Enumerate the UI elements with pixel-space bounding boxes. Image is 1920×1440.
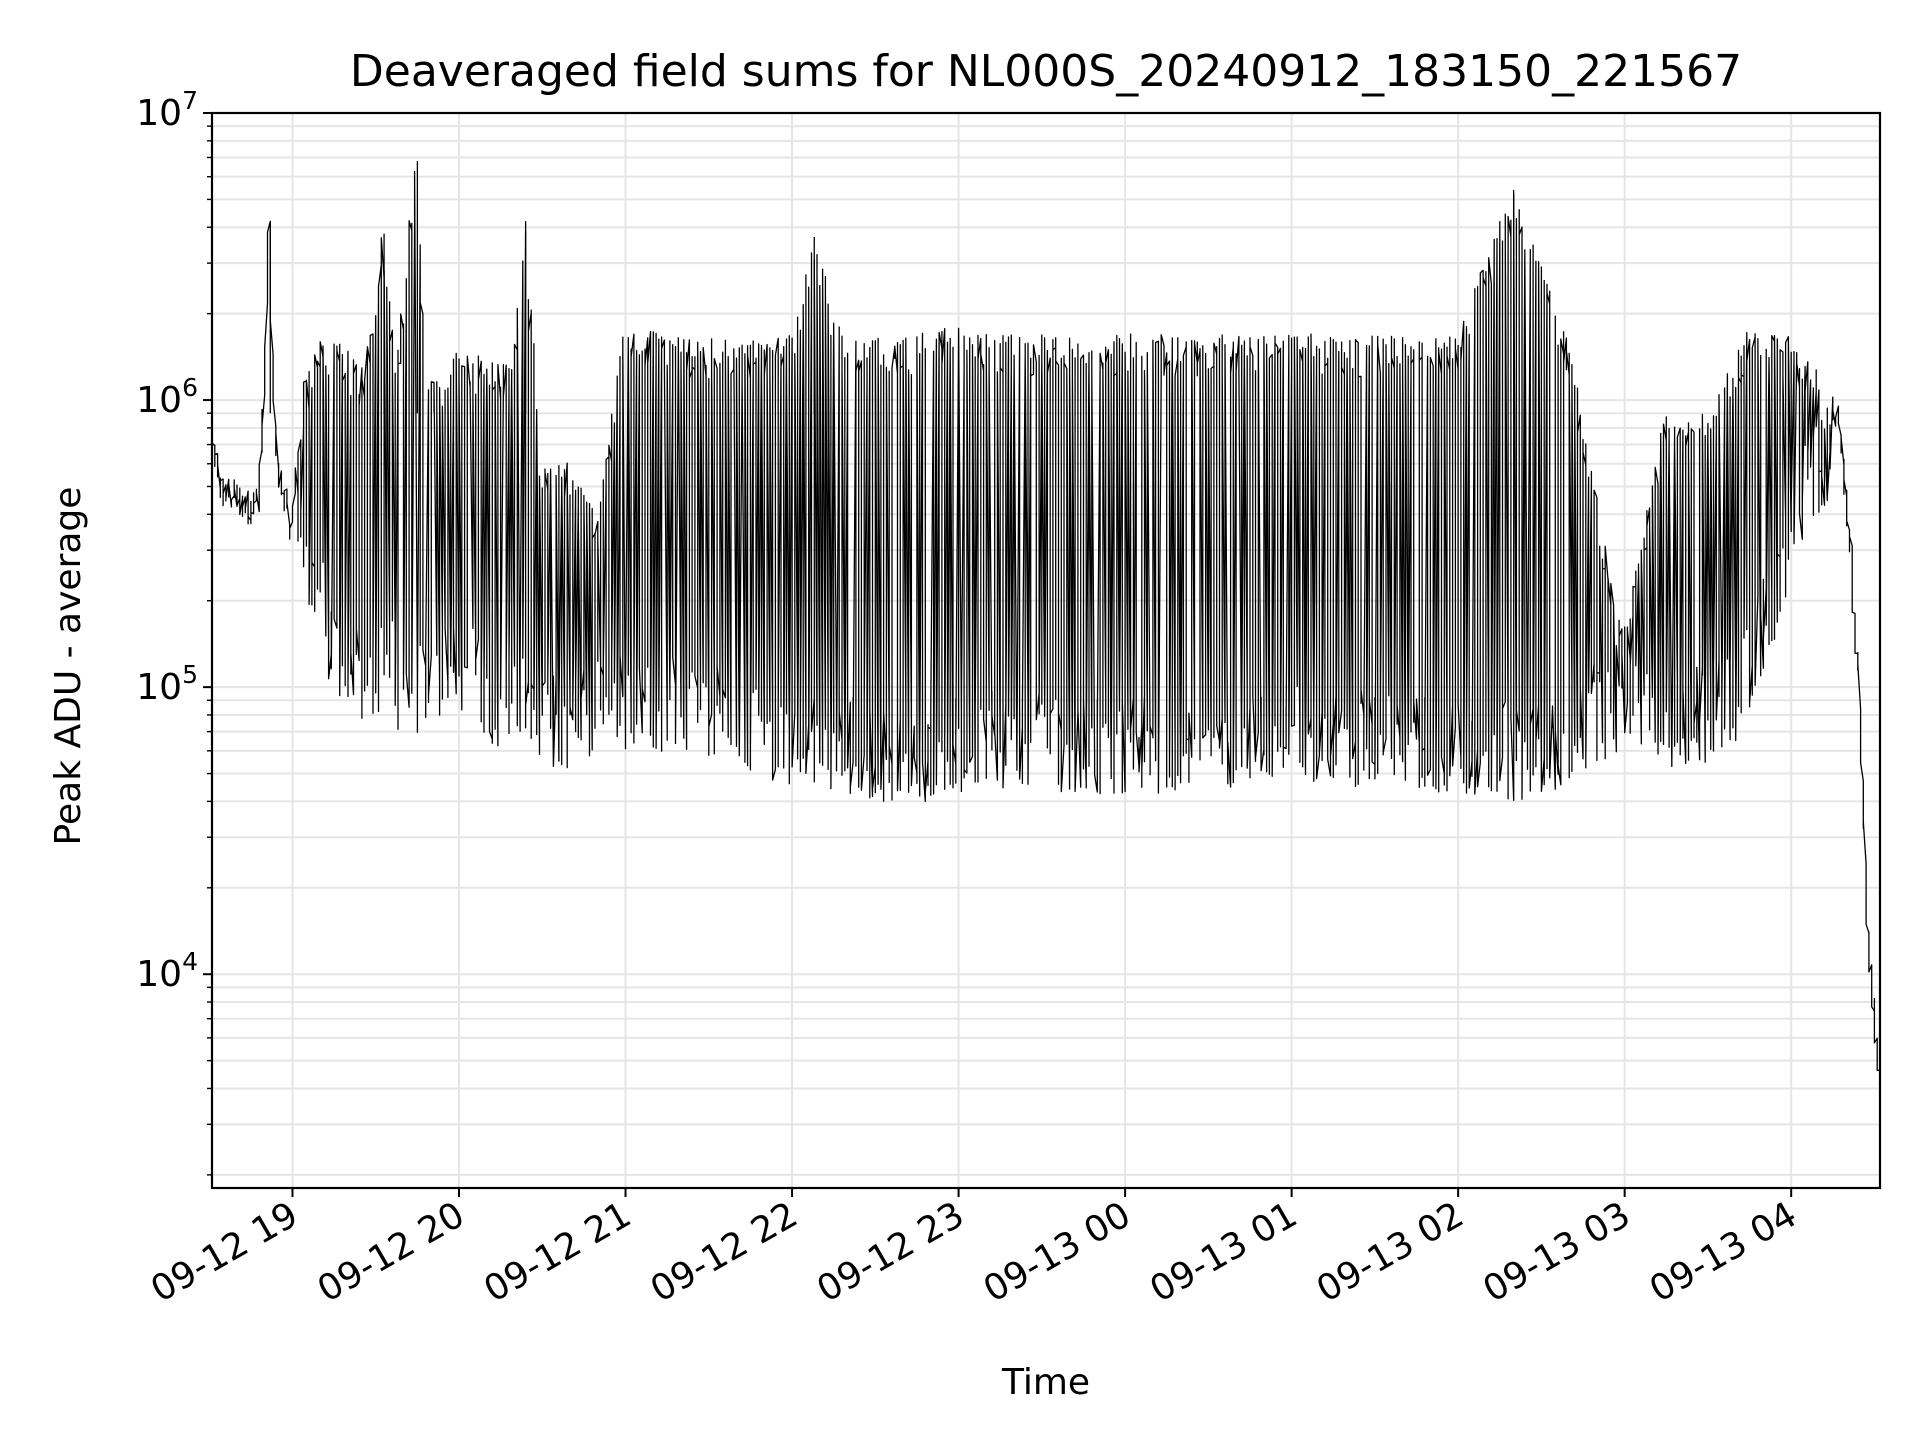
y-tick-base: 10 <box>136 667 182 708</box>
y-tick-base: 10 <box>136 93 182 134</box>
y-tick-label: 106 <box>136 373 198 421</box>
y-tick-exponent: 5 <box>182 660 198 689</box>
chart-title: Deaveraged field sums for NL000S_2024091… <box>350 46 1742 97</box>
y-tick-label: 105 <box>136 660 198 708</box>
y-tick-base: 10 <box>136 954 182 995</box>
plot-frame <box>210 111 1882 1190</box>
y-tick-exponent: 6 <box>182 373 198 402</box>
y-tick-exponent: 7 <box>182 86 198 115</box>
series-line <box>211 170 1881 1072</box>
y-tick-label: 104 <box>136 947 198 995</box>
y-tick-base: 10 <box>136 380 182 421</box>
y-tick-label: 107 <box>136 86 198 134</box>
series-group <box>211 161 1881 1072</box>
x-axis-label: Time <box>1001 1362 1090 1403</box>
y-tick-exponent: 4 <box>182 947 198 976</box>
y-axis-label: Peak ADU - average <box>48 487 89 846</box>
